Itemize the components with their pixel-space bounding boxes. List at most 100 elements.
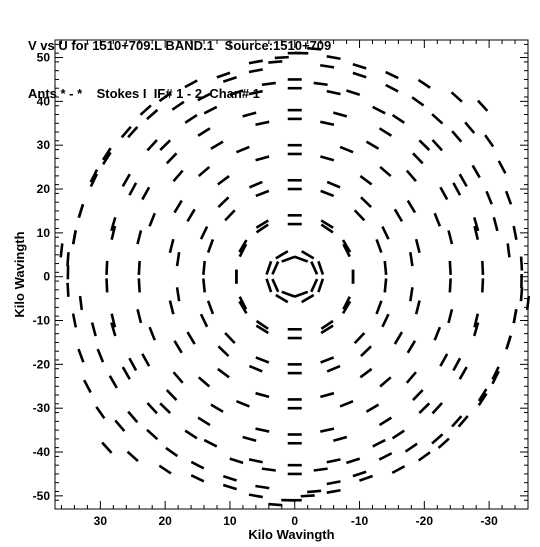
uv-point-mark	[186, 331, 196, 345]
uv-point-mark	[165, 446, 179, 458]
uv-point-mark	[406, 340, 417, 354]
uv-point-mark	[393, 331, 404, 345]
uv-point-mark	[464, 121, 476, 134]
uv-point-mark	[391, 113, 405, 124]
uv-point-mark	[326, 488, 341, 494]
uv-point-mark	[447, 309, 454, 324]
uv-point-mark	[255, 427, 270, 433]
uv-point-mark	[146, 139, 158, 152]
uv-point-mark	[345, 89, 361, 96]
uv-point-mark	[265, 260, 273, 275]
uv-point-mark	[268, 59, 283, 64]
uv-point-mark	[261, 467, 276, 472]
uv-point-mark	[66, 282, 70, 297]
uv-point-mark	[184, 113, 198, 124]
uv-point-mark	[409, 252, 414, 267]
uv-point-mark	[339, 399, 354, 408]
uv-point-mark	[437, 437, 450, 449]
uv-point-mark	[491, 366, 500, 380]
uv-point-mark	[146, 108, 159, 121]
uv-point-mark	[359, 367, 373, 379]
uv-point-mark	[447, 230, 454, 245]
uv-point-mark	[431, 402, 443, 415]
uv-point-mark	[326, 180, 341, 189]
uv-point-mark	[433, 212, 442, 227]
uv-point-mark	[393, 208, 404, 223]
x-tick-label: 30	[94, 514, 108, 528]
uv-point-mark	[320, 155, 335, 162]
uv-point-mark	[206, 300, 215, 315]
uv-point-mark	[519, 287, 524, 302]
uv-point-mark	[248, 59, 263, 65]
uv-point-mark	[95, 406, 106, 420]
uv-point-mark	[82, 379, 92, 394]
uv-point-mark	[255, 219, 269, 229]
uv-point-mark	[473, 313, 480, 328]
uv-point-mark	[492, 216, 499, 232]
uv-point-mark	[525, 295, 531, 311]
uv-point-mark	[320, 223, 334, 234]
y-tick-label: 20	[37, 182, 51, 196]
uv-point-mark	[473, 225, 480, 240]
uv-point-mark	[320, 356, 335, 364]
uv-point-mark	[126, 450, 139, 463]
uv-point-mark	[224, 209, 236, 222]
uv-point-mark	[137, 278, 141, 293]
y-tick-label: -50	[33, 489, 51, 503]
uv-point-mark	[404, 442, 418, 453]
uv-point-mark	[216, 71, 231, 79]
uv-point-mark	[222, 483, 238, 491]
uv-point-mark	[341, 239, 352, 253]
uv-point-mark	[255, 391, 270, 399]
y-tick-label: 0	[43, 270, 50, 284]
uv-point-mark	[294, 255, 309, 263]
uv-point-mark	[451, 130, 463, 143]
uv-point-mark	[431, 433, 444, 445]
uv-point-mark	[77, 203, 85, 219]
uv-point-mark	[127, 125, 139, 139]
uv-point-mark	[333, 111, 348, 118]
uv-point-mark	[383, 278, 388, 293]
uv-point-mark	[175, 252, 181, 267]
uv-point-mark	[159, 402, 172, 415]
uv-point-mark	[504, 190, 513, 205]
uv-point-mark	[265, 278, 273, 293]
uv-point-mark	[110, 217, 117, 232]
uv-point-mark	[89, 169, 99, 183]
plot-header: V vs U for 1510+709.L BAND.1 Source:1510…	[28, 6, 331, 118]
uv-point-mark	[238, 239, 248, 253]
uv-point-mark	[217, 345, 230, 357]
uv-point-mark	[378, 452, 393, 461]
uv-point-mark	[197, 92, 211, 102]
uv-point-mark	[439, 353, 449, 367]
uv-point-mark	[418, 402, 431, 415]
uv-point-mark	[405, 371, 417, 384]
axis-ticks	[55, 40, 529, 510]
uv-point-mark	[217, 175, 230, 186]
axis-tick-labels: 30 20 10 0 -10 -20 -30 50 40 30 20 10 0 -10 -20 -30 -40 -…	[33, 51, 498, 528]
uv-point-mark	[379, 376, 392, 388]
uv-point-mark	[458, 173, 468, 187]
uv-point-mark	[320, 391, 335, 399]
y-tick-label: 50	[37, 51, 51, 65]
uv-point-mark	[313, 81, 328, 87]
uv-point-mark	[448, 278, 452, 293]
uv-point-mark	[141, 353, 151, 367]
uv-point-mark	[375, 238, 383, 254]
y-tick-label: 30	[37, 138, 51, 152]
uv-point-mark	[342, 296, 351, 310]
uv-point-mark	[326, 364, 341, 373]
uv-point-mark	[418, 139, 431, 152]
uv-point-mark	[255, 324, 269, 335]
y-tick-label: 40	[37, 94, 51, 108]
uv-point-mark	[320, 63, 335, 69]
x-tick-label: -10	[351, 514, 369, 528]
uv-point-mark	[333, 435, 348, 443]
uv-point-mark	[172, 169, 184, 183]
uv-point-mark	[353, 332, 366, 345]
uv-point-mark	[385, 70, 399, 80]
uv-point-mark	[275, 293, 289, 304]
uv-point-mark	[146, 402, 158, 415]
uv-point-mark	[248, 458, 263, 464]
uv-point-mark	[101, 441, 113, 454]
